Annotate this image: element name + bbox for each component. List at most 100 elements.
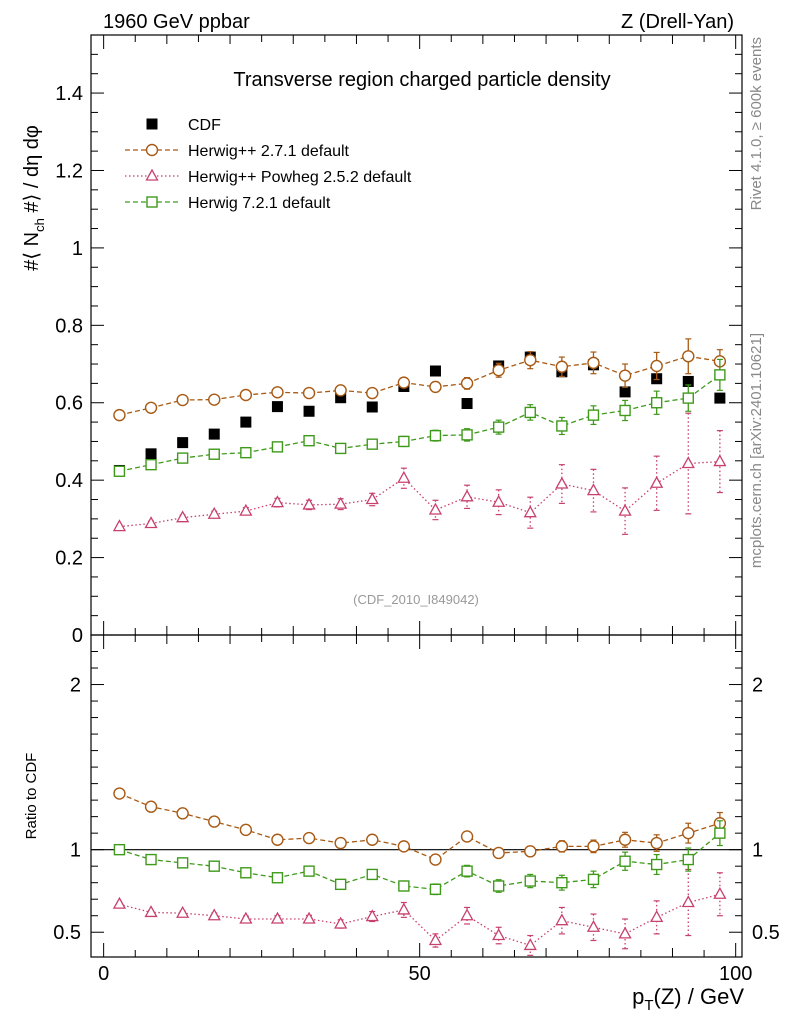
ratio-data-point <box>239 823 253 837</box>
main-data-point <box>176 452 189 464</box>
ratio-ytick-label: 1 <box>70 840 81 862</box>
main-data-point <box>303 405 315 417</box>
main-series-herwig271 <box>113 338 727 422</box>
main-data-point <box>587 409 600 421</box>
ratio-data-point <box>713 886 727 899</box>
ratio-data-point <box>429 883 442 895</box>
xtick-label: 50 <box>409 963 431 985</box>
main-data-point <box>556 420 568 432</box>
main-data-point <box>681 456 695 469</box>
main-data-point <box>365 492 379 505</box>
ratio-ytick-label: 0.5 <box>53 922 81 944</box>
main-data-point <box>492 364 505 377</box>
main-data-point <box>240 446 252 459</box>
ratio-data-point <box>366 833 379 846</box>
main-data-point <box>397 470 411 483</box>
main-data-point <box>240 416 252 428</box>
ratio-data-point <box>176 807 189 820</box>
ratio-data-point <box>524 845 537 858</box>
main-data-point <box>618 503 632 516</box>
main-y-label-pre: #⟨ N <box>21 232 43 271</box>
legend-entry: Herwig++ Powheg 2.5.2 default <box>125 168 412 186</box>
main-data-point <box>239 388 253 402</box>
main-data-point <box>492 421 505 433</box>
ratio-data-point <box>240 867 252 879</box>
ratio-ytick-label-right: 2 <box>752 675 763 697</box>
main-series-cdf <box>113 351 726 476</box>
main-data-point <box>207 506 221 519</box>
ratio-data-point <box>524 875 536 887</box>
main-data-point <box>176 393 189 407</box>
main-data-point <box>208 393 221 406</box>
ratio-data-point <box>523 938 537 951</box>
main-data-point <box>650 475 664 488</box>
ratio-data-point <box>302 831 316 845</box>
main-data-point <box>492 494 506 507</box>
ratio-data-point <box>681 895 695 908</box>
main-y-label-sub: ch <box>32 218 47 232</box>
ratio-data-point <box>334 916 348 929</box>
main-data-point <box>270 495 285 508</box>
main-data-point <box>682 350 695 363</box>
main-data-point <box>429 365 441 377</box>
x-label-sub: T <box>644 997 653 1014</box>
main-ytick-label: 0.4 <box>55 470 83 492</box>
main-data-point <box>619 386 631 398</box>
ratio-data-point <box>144 800 158 813</box>
ratio-frame <box>90 634 743 958</box>
main-watermark: (CDF_2010_I849042) <box>353 592 479 607</box>
main-data-point <box>398 435 410 448</box>
ratio-data-point <box>682 826 695 840</box>
ratio-data-point <box>460 830 474 843</box>
main-ytick-label: 0 <box>72 625 83 647</box>
ratio-data-point <box>239 911 253 924</box>
legend-label: CDF <box>188 117 221 134</box>
main-data-point <box>587 356 600 370</box>
ratio-data-point <box>587 873 600 886</box>
x-axis-label: pT(Z) / GeV <box>632 984 744 1014</box>
main-series-herwig721 <box>113 358 726 477</box>
ratio-data-point <box>271 833 284 846</box>
main-data-point <box>303 434 315 447</box>
ratio-data-point <box>619 855 631 867</box>
main-data-point <box>618 369 632 382</box>
ratio-data-point <box>492 846 505 860</box>
ratio-data-point <box>492 928 506 941</box>
main-data-point <box>334 442 347 455</box>
main-data-point <box>271 386 284 399</box>
main-data-point <box>619 404 631 417</box>
main-data-point <box>366 438 378 450</box>
ratio-y-axis-label: Ratio to CDF <box>23 753 40 840</box>
ratio-data-point <box>460 908 474 921</box>
ratio-data-point <box>270 911 285 924</box>
main-data-point <box>714 392 726 404</box>
main-data-point <box>366 386 379 400</box>
main-title: Transverse region charged particle densi… <box>233 69 610 91</box>
ratio-data-point <box>334 878 347 891</box>
mcplots-label: mcplots.cern.ch [arXiv:2401.10621] <box>748 333 765 568</box>
main-series-powheg <box>112 412 727 535</box>
legend-label: Herwig++ 2.7.1 default <box>188 143 350 160</box>
main-data-point <box>302 497 316 510</box>
main-ytick-label: 0.8 <box>55 315 83 337</box>
ratio-data-point <box>586 919 601 932</box>
main-data-point <box>144 401 158 414</box>
main-ytick-label: 1 <box>72 238 83 260</box>
main-data-point <box>334 496 348 509</box>
ratio-ytick-label-right: 0.5 <box>752 922 780 944</box>
legend-marker <box>146 118 158 130</box>
ratio-data-point <box>113 787 126 800</box>
ratio-data-point <box>365 909 379 922</box>
ratio-data-point <box>556 876 568 889</box>
rivet-label: Rivet 4.1.0, ≥ 600k events <box>748 37 765 210</box>
ratio-data-point <box>461 865 473 877</box>
legend-label: Herwig 7.2.1 default <box>188 195 331 212</box>
main-data-point <box>113 408 126 422</box>
legend-entry: Herwig 7.2.1 default <box>125 195 331 212</box>
main-data-point <box>145 448 157 460</box>
ratio-data-point <box>334 836 347 850</box>
ratio-data-point <box>271 872 284 884</box>
ratio-data-point <box>145 853 157 866</box>
